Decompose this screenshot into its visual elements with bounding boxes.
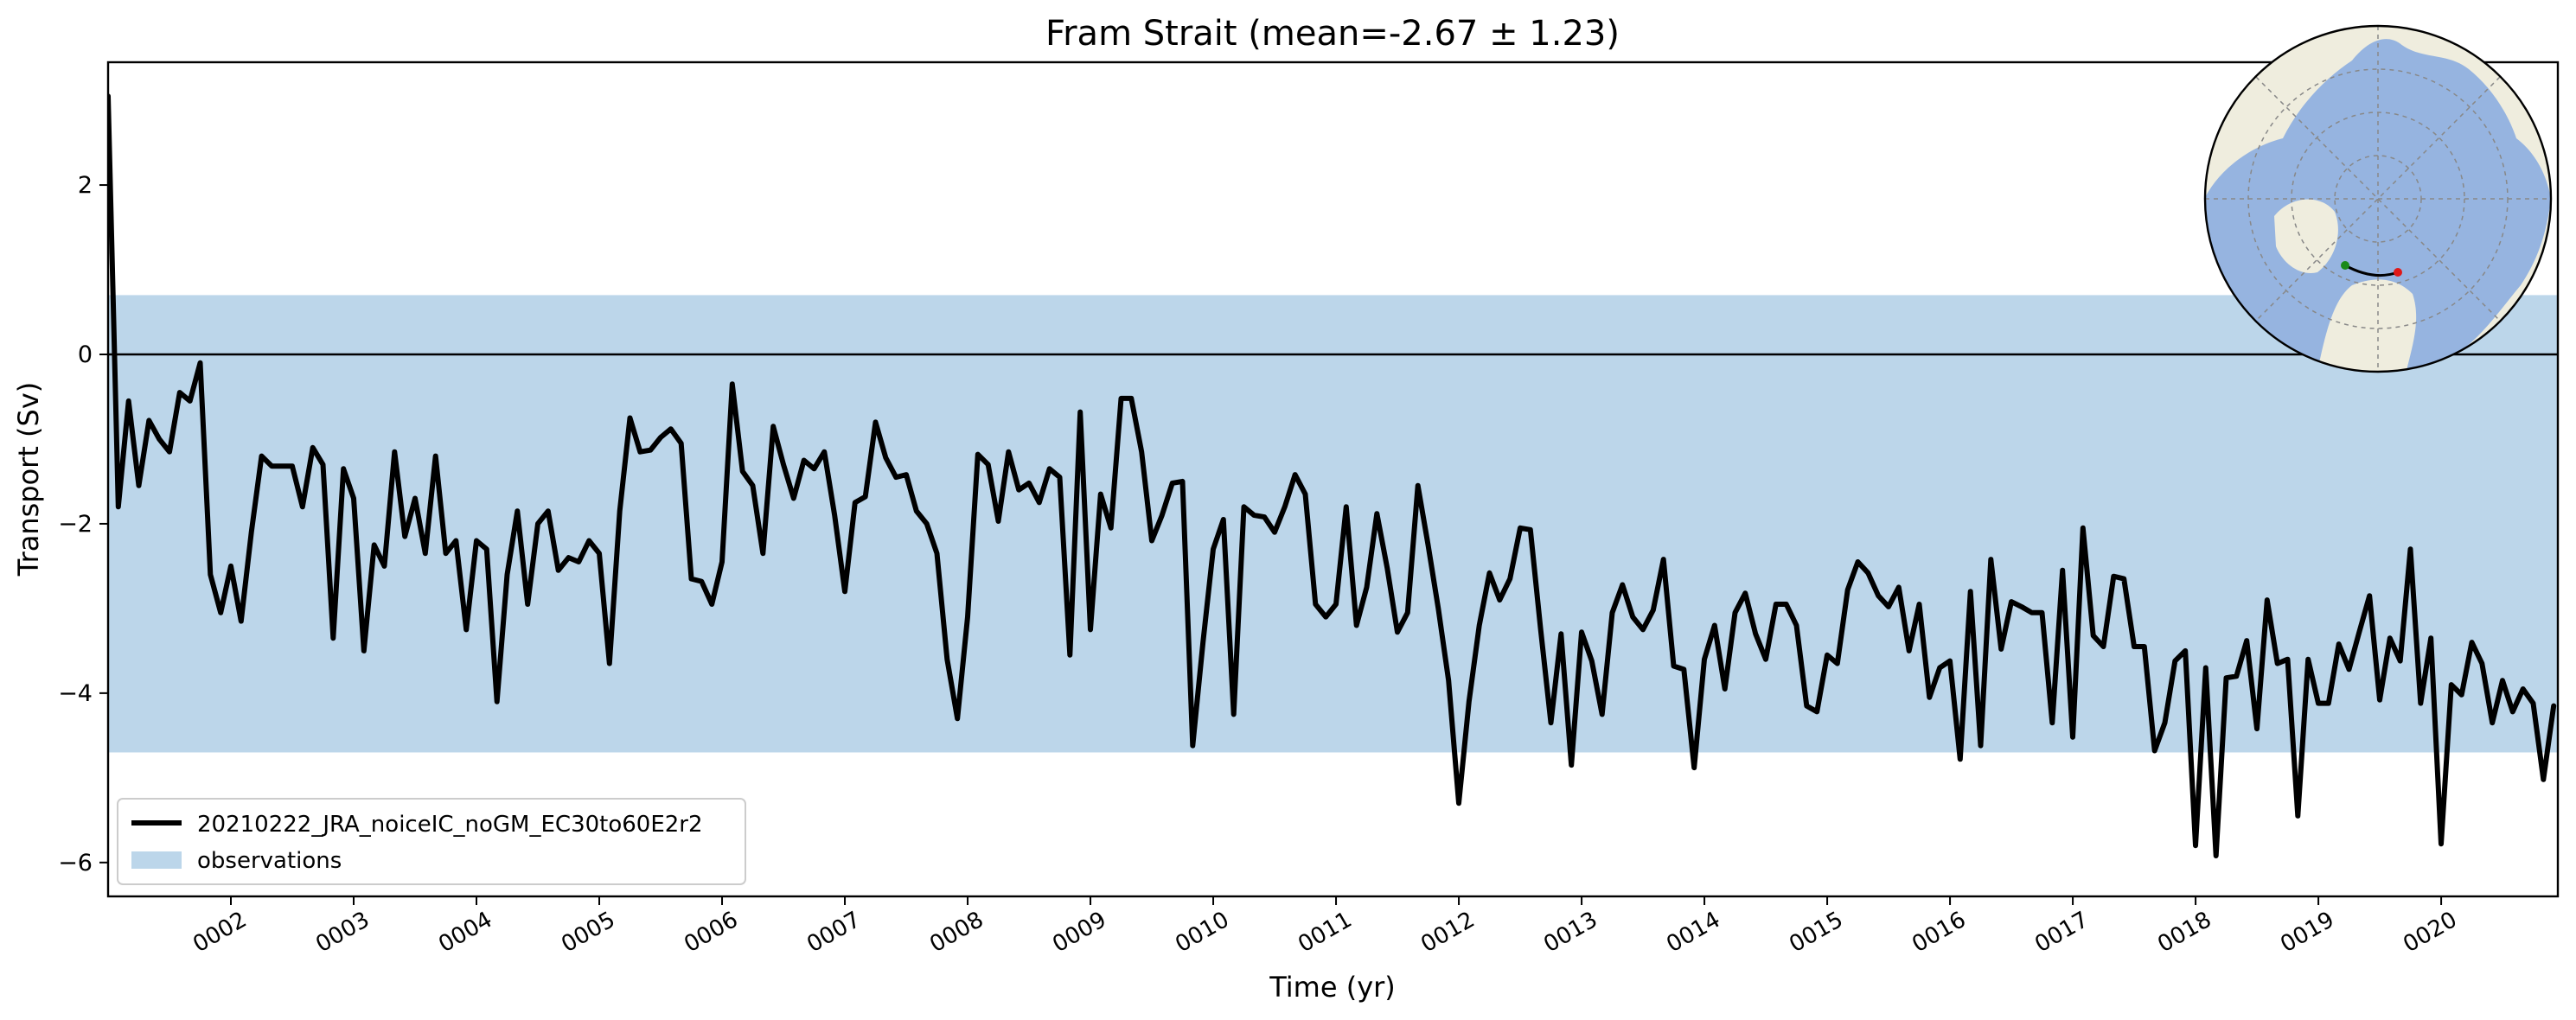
series-line xyxy=(108,93,2557,858)
y-axis: 2 0 −2 −4 −6 xyxy=(58,172,108,877)
observations-band xyxy=(108,295,2558,753)
x-tick-label: 0010 xyxy=(1171,907,1233,958)
section-start-marker xyxy=(2341,261,2349,270)
x-tick-label: 0004 xyxy=(434,907,496,958)
legend-label-series: 20210222_JRA_noiceIC_noGM_EC30to60E2r2 xyxy=(197,812,703,838)
x-tick-label: 0017 xyxy=(2030,907,2093,958)
x-tick-label: 0019 xyxy=(2276,907,2338,958)
inset-map-border xyxy=(2203,24,2553,373)
x-tick-label: 0015 xyxy=(1785,907,1847,958)
legend-label-observations: observations xyxy=(197,848,342,874)
x-tick-label: 0011 xyxy=(1294,907,1356,958)
x-tick-label: 0002 xyxy=(189,907,251,958)
x-tick-label: 0020 xyxy=(2399,907,2461,958)
axes-frame xyxy=(106,61,2560,898)
inset-map xyxy=(2203,24,2553,373)
legend-box xyxy=(117,798,746,885)
y-tick-label: 0 xyxy=(78,341,93,368)
x-tick-label: 0013 xyxy=(1539,907,1601,958)
y-axis-label: Transport (Sv) xyxy=(12,382,45,577)
y-tick-label: −6 xyxy=(58,850,93,877)
legend-swatch-observations xyxy=(131,851,182,869)
inset-map-graticule xyxy=(2205,26,2551,372)
x-axis: 0002 0003 0004 0005 0006 0007 0008 0009 0010 0011… xyxy=(189,896,2462,958)
y-tick-label: −4 xyxy=(58,680,93,707)
x-tick-label: 0003 xyxy=(311,907,374,958)
x-tick-label: 0016 xyxy=(1908,907,1970,958)
x-axis-label: Time (yr) xyxy=(1269,971,1396,1004)
y-tick-label: −2 xyxy=(58,511,93,538)
chart-title: Fram Strait (mean=-2.67 ± 1.23) xyxy=(1045,14,1620,54)
x-tick-label: 0008 xyxy=(925,907,988,958)
x-tick-label: 0007 xyxy=(802,907,865,958)
section-end-marker xyxy=(2394,268,2402,277)
plot-area xyxy=(108,93,2558,858)
x-tick-label: 0018 xyxy=(2153,907,2215,958)
x-tick-label: 0006 xyxy=(680,907,742,958)
inset-map-ocean xyxy=(2205,39,2551,372)
x-tick-label: 0009 xyxy=(1048,907,1110,958)
legend: 20210222_JRA_noiceIC_noGM_EC30to60E2r2 o… xyxy=(117,798,746,885)
x-tick-label: 0005 xyxy=(557,907,619,958)
inset-map-ocean-west xyxy=(2205,195,2242,264)
x-tick-label: 0012 xyxy=(1416,907,1479,958)
inset-map-section-line xyxy=(2344,264,2399,277)
x-tick-label: 0014 xyxy=(1662,907,1724,958)
y-tick-label: 2 xyxy=(78,172,93,199)
